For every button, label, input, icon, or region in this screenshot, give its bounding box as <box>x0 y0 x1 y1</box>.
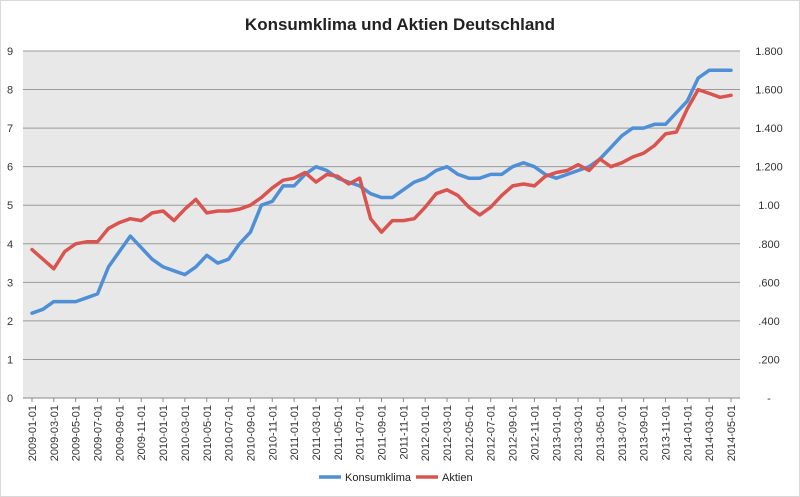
x-tick-label: 2010-01-01 <box>158 405 170 461</box>
x-tick-label: 2009-09-01 <box>114 405 126 461</box>
series-line-aktien <box>30 87 733 271</box>
plot-area <box>23 51 740 398</box>
x-tick-label: 2011-03-01 <box>311 405 323 460</box>
right-y-tick-label: 1.400 <box>755 123 783 135</box>
x-tick-label: 2009-05-01 <box>71 405 83 461</box>
x-tick-label: 2012-11-01 <box>529 405 541 460</box>
x-tick-label: 2011-01-01 <box>289 405 301 460</box>
x-tick-label: 2010-03-01 <box>180 405 192 461</box>
right-y-tick-label: .200 <box>758 354 779 366</box>
left-y-tick-label: 7 <box>7 123 13 135</box>
x-tick-label: 2013-03-01 <box>573 405 585 461</box>
x-tick-label: 2013-05-01 <box>595 405 607 461</box>
left-y-tick-label: 8 <box>7 85 13 97</box>
left-y-tick-label: 6 <box>7 162 13 174</box>
right-y-tick-label: 1.800 <box>755 46 783 58</box>
series-line-konsumklima <box>30 68 733 315</box>
legend-label-konsumklima: Konsumklima <box>345 472 412 484</box>
right-y-tick-label: 1.00 <box>758 200 779 212</box>
x-tick-label: 2014-01-01 <box>682 405 694 461</box>
x-tick-label: 2013-09-01 <box>639 405 651 461</box>
x-tick-label: 2012-03-01 <box>442 405 454 461</box>
x-tick-label: 2009-01-01 <box>27 405 39 461</box>
x-tick-label: 2012-09-01 <box>508 405 520 461</box>
right-y-tick-label: 1.600 <box>755 85 783 97</box>
left-y-tick-label: 1 <box>7 354 13 366</box>
left-y-tick-label: 3 <box>7 277 13 289</box>
left-y-tick-label: 0 <box>7 393 13 405</box>
x-tick-label: 2013-11-01 <box>660 405 672 460</box>
legend-label-aktien: Aktien <box>442 472 473 484</box>
x-tick-label: 2014-05-01 <box>726 405 738 461</box>
left-y-tick-label: 5 <box>7 200 13 212</box>
right-y-tick-label: - <box>767 393 771 405</box>
left-y-tick-label: 2 <box>7 316 13 328</box>
series-lines <box>30 68 733 315</box>
right-y-tick-label: .400 <box>758 316 779 328</box>
right-y-tick-label: .600 <box>758 277 779 289</box>
right-y-tick-label: .800 <box>758 239 779 251</box>
x-tick-label: 2012-01-01 <box>420 405 432 461</box>
left-y-tick-label: 4 <box>7 239 13 251</box>
x-tick-label: 2010-07-01 <box>224 405 236 461</box>
legend: Konsumklima Aktien <box>319 472 473 484</box>
x-tick-label: 2010-05-01 <box>202 405 214 461</box>
x-tick-label: 2010-09-01 <box>245 405 257 461</box>
x-tick-label: 2011-07-01 <box>355 405 367 460</box>
x-tick-label: 2009-11-01 <box>136 405 148 460</box>
left-y-tick-label: 9 <box>7 46 13 58</box>
x-tick-label: 2012-05-01 <box>464 405 476 461</box>
right-axis-ticks: - .200 .400 .600 .800 1.00 1.200 1.400 1.600 1.80… <box>755 46 783 405</box>
x-tick-label: 2013-07-01 <box>617 405 629 461</box>
x-axis-ticks: 2009-01-01 2009-03-01 2009-05-01 2009-07-01… <box>27 398 738 461</box>
x-tick-label: 2010-11-01 <box>267 405 279 460</box>
x-tick-label: 2009-03-01 <box>49 405 61 461</box>
x-tick-label: 2009-07-01 <box>93 405 105 461</box>
x-tick-label: 2011-11-01 <box>398 405 410 460</box>
right-y-tick-label: 1.200 <box>755 162 783 174</box>
left-axis-ticks: 0 1 2 3 4 5 6 7 8 9 <box>7 46 13 405</box>
x-tick-label: 2011-09-01 <box>377 405 389 460</box>
x-tick-label: 2014-03-01 <box>704 405 716 461</box>
x-tick-label: 2012-07-01 <box>486 405 498 461</box>
x-tick-label: 2011-05-01 <box>333 405 345 460</box>
chart-title: Konsumklima und Aktien Deutschland <box>244 15 556 34</box>
x-tick-label: 2013-01-01 <box>551 405 563 461</box>
